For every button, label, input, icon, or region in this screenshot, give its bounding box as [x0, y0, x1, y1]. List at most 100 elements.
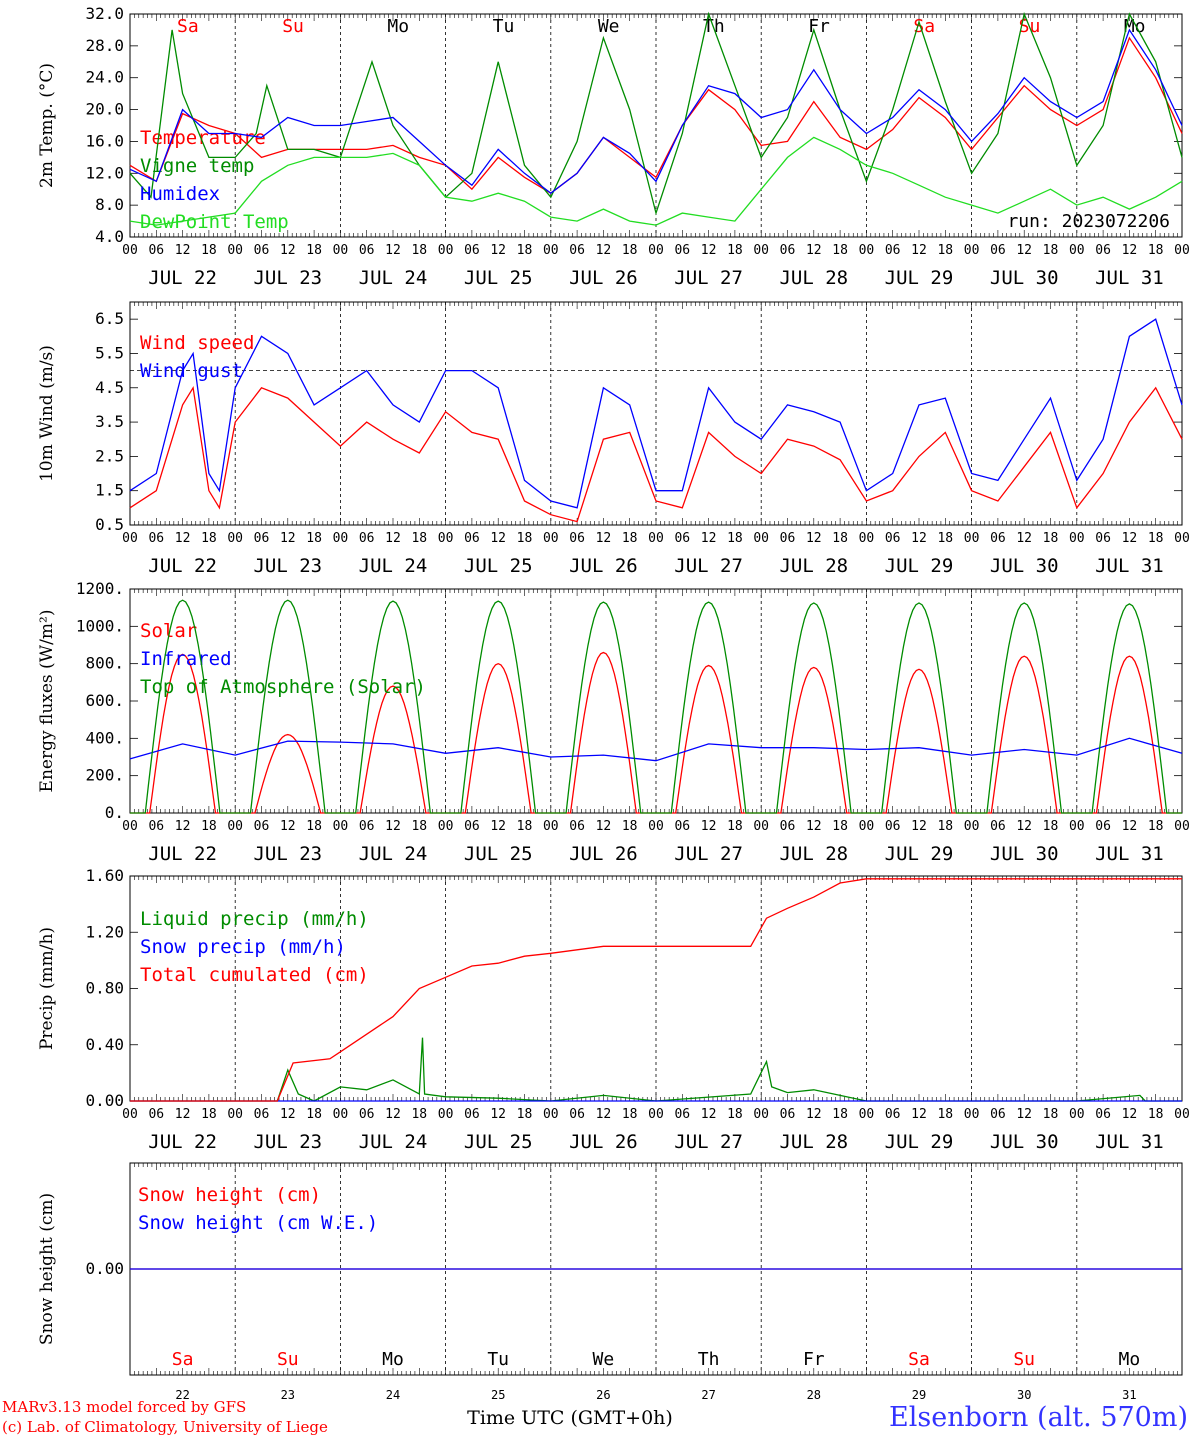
hour-tick-label: 12 [280, 531, 296, 546]
hour-tick-label: 18 [201, 243, 217, 258]
hour-tick-label: 18 [1043, 1107, 1059, 1122]
y-tick-label: 800. [85, 654, 124, 673]
hour-tick-label: 18 [306, 243, 322, 258]
y-tick-label: 20.0 [85, 100, 124, 119]
hour-tick-label: 00 [859, 1107, 875, 1122]
hour-tick-label: 06 [780, 819, 796, 834]
legend-label: Snow height (cm W.E.) [138, 1212, 378, 1234]
day-label: JUL 23 [253, 1131, 322, 1153]
hour-tick-label: 00 [648, 819, 664, 834]
hour-tick-label: 00 [964, 819, 980, 834]
hour-tick-label: 06 [885, 1107, 901, 1122]
hour-tick-label: 18 [727, 819, 743, 834]
legend-label: Snow height (cm) [138, 1184, 321, 1206]
hour-tick-label: 12 [1016, 243, 1032, 258]
hour-tick-label: 18 [306, 1107, 322, 1122]
series-line-wind-gust [129, 318, 1183, 509]
hour-tick-label: 06 [569, 1107, 585, 1122]
hour-tick-label: 18 [727, 531, 743, 546]
hour-tick-label: 18 [1148, 531, 1164, 546]
hour-tick-label: 06 [674, 243, 690, 258]
hour-tick-label: 12 [280, 1107, 296, 1122]
hour-tick-label: 18 [622, 531, 638, 546]
y-tick-label: 1200. [76, 579, 124, 598]
series-line-infrared [129, 737, 1183, 762]
hour-tick-label: 12 [806, 819, 822, 834]
hour-tick-label: 00 [1069, 819, 1085, 834]
hour-tick-label: 00 [543, 243, 559, 258]
hour-tick-label: 18 [411, 819, 427, 834]
hour-tick-label: 06 [569, 819, 585, 834]
station-label: Elsenborn (alt. 570m) [889, 1402, 1188, 1433]
plot-frame [129, 301, 1183, 526]
series-line-humidex [129, 28, 1183, 195]
hour-tick-label: 00 [964, 1107, 980, 1122]
hour-tick-label: 12 [701, 819, 717, 834]
hour-tick-label: 12 [596, 243, 612, 258]
weekday-label: Fr [803, 1349, 825, 1370]
weekday-label: Sa [913, 16, 935, 37]
hour-tick-label: 12 [1016, 531, 1032, 546]
hour-tick-label: 18 [201, 819, 217, 834]
day-label: JUL 23 [253, 267, 322, 289]
day-label: JUL 28 [779, 267, 848, 289]
y-tick-label: 3.5 [95, 412, 124, 431]
hour-tick-label: 12 [385, 243, 401, 258]
hour-tick-label: 12 [911, 243, 927, 258]
hour-tick-label: 00 [859, 819, 875, 834]
weekday-label: We [598, 16, 620, 37]
hour-tick-label: 18 [411, 531, 427, 546]
hour-tick-label: 18 [622, 1107, 638, 1122]
hour-tick-label: 06 [990, 531, 1006, 546]
hour-tick-label: 06 [464, 1107, 480, 1122]
y-tick-label: 1000. [76, 616, 124, 635]
hour-tick-label: 00 [227, 1107, 243, 1122]
hour-tick-label: 06 [780, 531, 796, 546]
hour-tick-label: 00 [1174, 243, 1190, 258]
day-label: JUL 29 [885, 843, 954, 865]
day-label: JUL 31 [1095, 1131, 1164, 1153]
hour-tick-label: 18 [1148, 243, 1164, 258]
hour-tick-label: 00 [438, 1107, 454, 1122]
hour-tick-label: 00 [753, 243, 769, 258]
day-label: JUL 25 [464, 1131, 533, 1153]
hour-tick-label: 18 [1043, 819, 1059, 834]
credit-lab: (c) Lab. of Climatology, University of L… [2, 1418, 328, 1436]
hour-tick-label: 06 [464, 531, 480, 546]
y-tick-label: 4.0 [95, 227, 124, 246]
legend-label: Humidex [140, 183, 220, 205]
day-label: JUL 27 [674, 843, 743, 865]
hour-tick-label: 00 [964, 243, 980, 258]
hour-tick-label: 06 [990, 819, 1006, 834]
hour-tick-label: 06 [148, 819, 164, 834]
y-tick-label: 16.0 [85, 131, 124, 150]
day-number-label: 29 [912, 1388, 926, 1402]
weekday-label: We [593, 1349, 615, 1370]
hour-tick-label: 00 [1174, 819, 1190, 834]
hour-tick-label: 18 [832, 1107, 848, 1122]
hour-tick-label: 06 [1095, 1107, 1111, 1122]
day-number-label: 28 [807, 1388, 821, 1402]
hour-tick-label: 00 [227, 819, 243, 834]
hour-tick-label: 00 [438, 531, 454, 546]
weekday-label: Tu [493, 16, 515, 37]
hour-tick-label: 00 [648, 243, 664, 258]
weekday-label: Th [698, 1349, 720, 1370]
y-tick-label: 1.5 [95, 481, 124, 500]
day-label: JUL 22 [148, 555, 217, 577]
day-label: JUL 30 [990, 555, 1059, 577]
legend-label: Vigne temp [140, 155, 254, 177]
hour-tick-label: 06 [359, 531, 375, 546]
hour-tick-label: 06 [1095, 531, 1111, 546]
day-label: JUL 29 [885, 555, 954, 577]
y-tick-label: 0.40 [85, 1035, 124, 1054]
y-tick-label: 28.0 [85, 36, 124, 55]
panel-1: 4.0 8.0 12.0 16.0 20.0 24.0 28.0 32.0 2m Temp. (… [37, 4, 1190, 289]
y-tick-label: 4.5 [95, 378, 124, 397]
hour-tick-label: 06 [885, 819, 901, 834]
hour-tick-label: 00 [333, 243, 349, 258]
hour-tick-label: 12 [1122, 243, 1138, 258]
hour-tick-label: 00 [753, 1107, 769, 1122]
legend-label: Solar [140, 620, 197, 642]
hour-tick-label: 06 [569, 243, 585, 258]
